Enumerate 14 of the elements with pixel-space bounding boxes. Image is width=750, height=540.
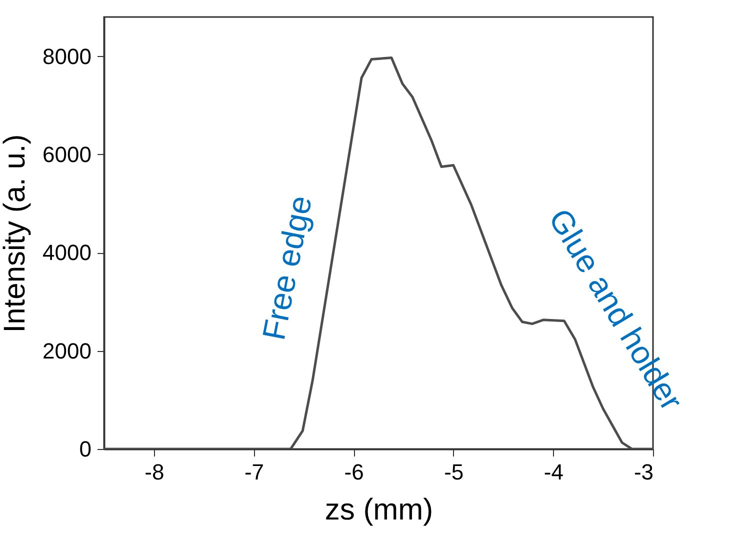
y-tick-label: 0 [79,436,92,462]
x-tick-label: -3 [634,460,654,484]
y-tick-label: 6000 [42,142,92,167]
annotation: Free edge [255,192,319,343]
x-tick-label: -8 [144,460,164,484]
x-axis-title: zs (mm) [324,494,434,526]
x-tick-label: -6 [344,460,364,484]
y-axis-title: Intensity (a. u.) [0,134,32,333]
x-tick-label: -7 [244,460,264,484]
x-tick-label: -4 [544,460,564,484]
y-tick-label: 4000 [42,240,92,266]
y-tick-label: 8000 [42,44,92,69]
y-tick-label: 2000 [42,338,92,364]
x-tick-label: -5 [444,460,464,484]
